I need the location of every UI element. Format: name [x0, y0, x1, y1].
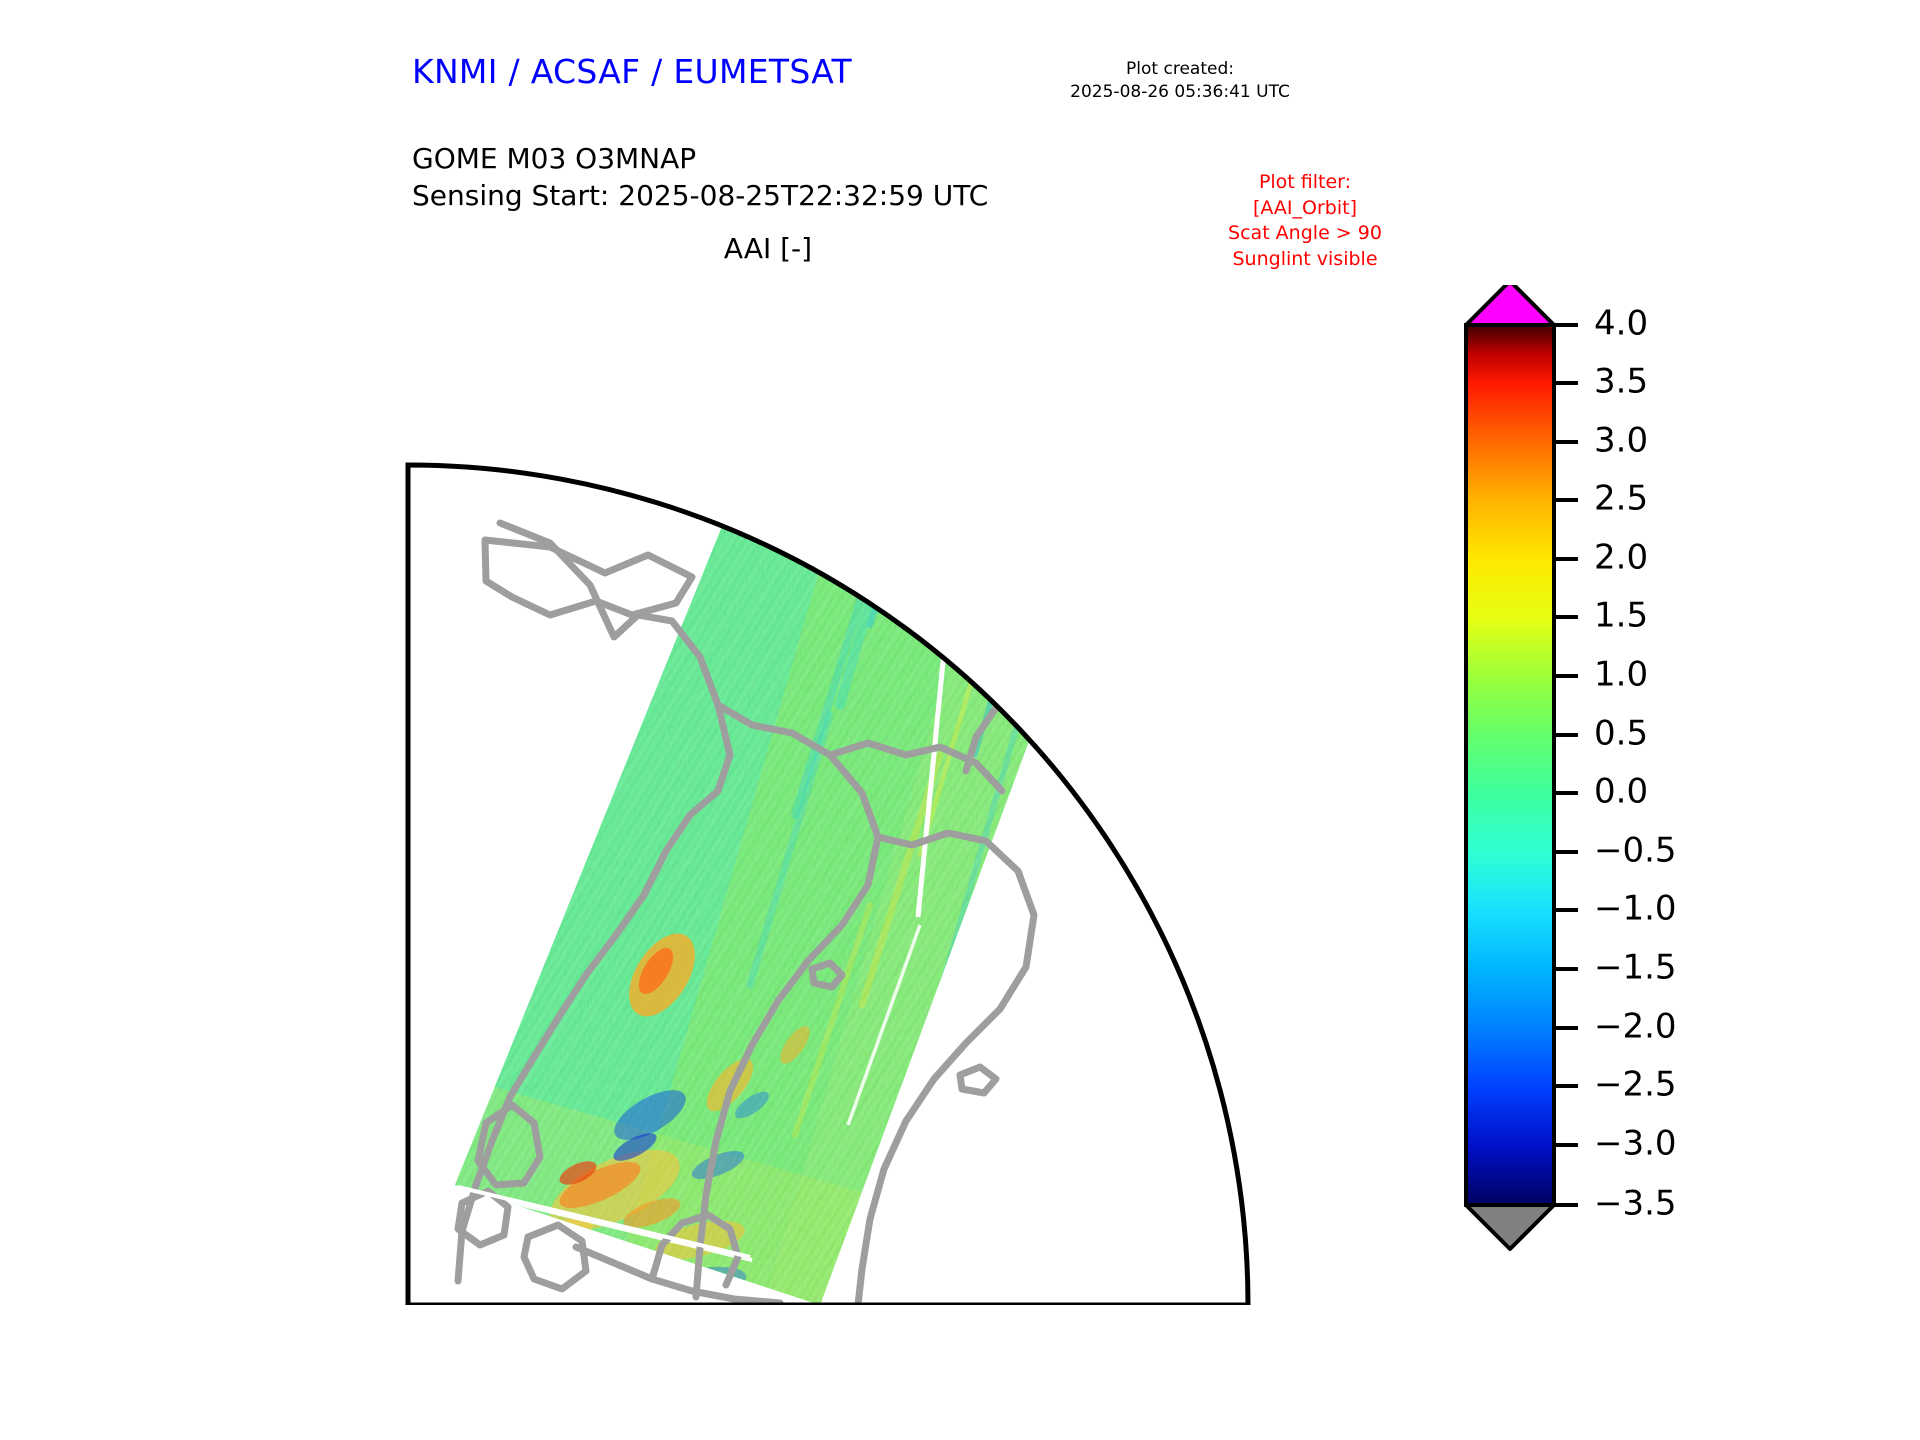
map-plot-area[interactable]	[400, 285, 1400, 1305]
colorbar-panel[interactable]: 4.0 3.5 3.0 2.5 2.0 1.5 1.0 0.5 0.0 −0.5…	[1452, 285, 1782, 1305]
colorbar-gradient	[1466, 325, 1554, 1205]
map-panel[interactable]	[400, 285, 1400, 1305]
plot-filter-line-1: Scat Angle > 90	[1228, 222, 1382, 245]
map-frame-border	[405, 462, 1251, 1305]
plot-filter-heading: Plot filter:	[1258, 171, 1352, 193]
colorbar-tick-label: 0.0	[1594, 772, 1648, 812]
colorbar-over-arrow	[1464, 285, 1556, 327]
colorbar-tick-label: 2.0	[1594, 538, 1648, 578]
colorbar-tick-label: 1.0	[1594, 655, 1648, 695]
colorbar-tick-label: 3.5	[1594, 362, 1648, 402]
colorbar-tick-label: 0.5	[1594, 714, 1648, 754]
plot-created-block: Plot created: 2025-08-26 05:36:41 UTC	[1035, 58, 1325, 104]
colorbar-tick-label: 3.0	[1594, 421, 1648, 461]
colorbar-tick-label: 4.0	[1594, 304, 1648, 344]
colorbar-tick-label: −1.0	[1594, 889, 1677, 929]
colorbar-tick-label: 1.5	[1594, 596, 1648, 636]
colorbar-tick-label: −0.5	[1594, 831, 1677, 871]
quantity-label: AAI [-]	[723, 232, 813, 265]
colorbar-tick-label: −3.0	[1594, 1124, 1677, 1164]
organisation-title: KNMI / ACSAF / EUMETSAT	[412, 52, 852, 91]
colorbar-ticks	[1554, 323, 1578, 1207]
colorbar-tick-labels: 4.0 3.5 3.0 2.5 2.0 1.5 1.0 0.5 0.0 −0.5…	[1594, 304, 1677, 1224]
colorbar[interactable]: 4.0 3.5 3.0 2.5 2.0 1.5 1.0 0.5 0.0 −0.5…	[1452, 285, 1782, 1305]
instrument-title: GOME M03 O3MNAP	[412, 142, 697, 175]
colorbar-tick-label: −2.5	[1594, 1065, 1677, 1105]
colorbar-tick-label: −3.5	[1594, 1184, 1677, 1224]
colorbar-under-arrow	[1464, 1203, 1556, 1251]
plot-created-timestamp: 2025-08-26 05:36:41 UTC	[1070, 81, 1290, 102]
plot-created-label: Plot created:	[1126, 59, 1234, 79]
swath-edge-highlight	[457, 1185, 751, 1259]
plot-title-block: GOME M03 O3MNAP Sensing Start: 2025-08-2…	[412, 140, 988, 214]
colorbar-tick-label: −1.5	[1594, 948, 1677, 988]
colorbar-tick-label: 2.5	[1594, 479, 1648, 519]
colorbar-tick-label: −2.0	[1594, 1007, 1677, 1047]
plot-filter-line-2: Sunglint visible	[1232, 247, 1378, 270]
plot-filter-line-0: [AAI_Orbit]	[1252, 196, 1357, 219]
plot-filter-block: Plot filter: [AAI_Orbit] Scat Angle > 90…	[1165, 170, 1445, 273]
sensing-start-title: Sensing Start: 2025-08-25T22:32:59 UTC	[412, 179, 989, 213]
